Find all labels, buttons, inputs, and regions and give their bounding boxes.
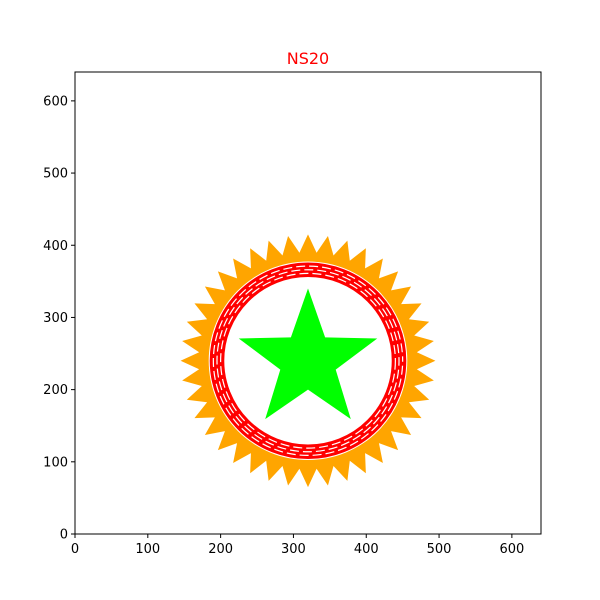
x-tick-label: 300 [281,542,306,557]
dashed-ring-3 [212,265,404,457]
x-tick-label: 400 [354,542,379,557]
y-axis: 0 100 200 300 400 500 600 [43,94,75,543]
x-axis: 0 100 200 300 400 500 600 [71,534,524,557]
dashed-ring-2 [216,269,400,453]
x-tick-label: 600 [499,542,524,557]
x-tick-label: 100 [135,542,160,557]
green-star [238,288,378,420]
x-tick-label: 500 [427,542,452,557]
axes-frame [74,71,542,535]
shapes-layer [180,234,436,488]
y-tick-label: 400 [43,239,68,254]
y-tick-label: 600 [43,94,68,109]
chart-title: NS20 [287,49,329,68]
x-tick-label: 200 [208,542,233,557]
y-tick-label: 0 [60,528,68,543]
y-tick-label: 100 [43,455,68,470]
y-tick-label: 200 [43,383,68,398]
y-tick-label: 300 [43,311,68,326]
y-tick-label: 500 [43,167,68,182]
x-tick-label: 0 [71,542,79,557]
dashed-ring-1 [220,272,396,449]
